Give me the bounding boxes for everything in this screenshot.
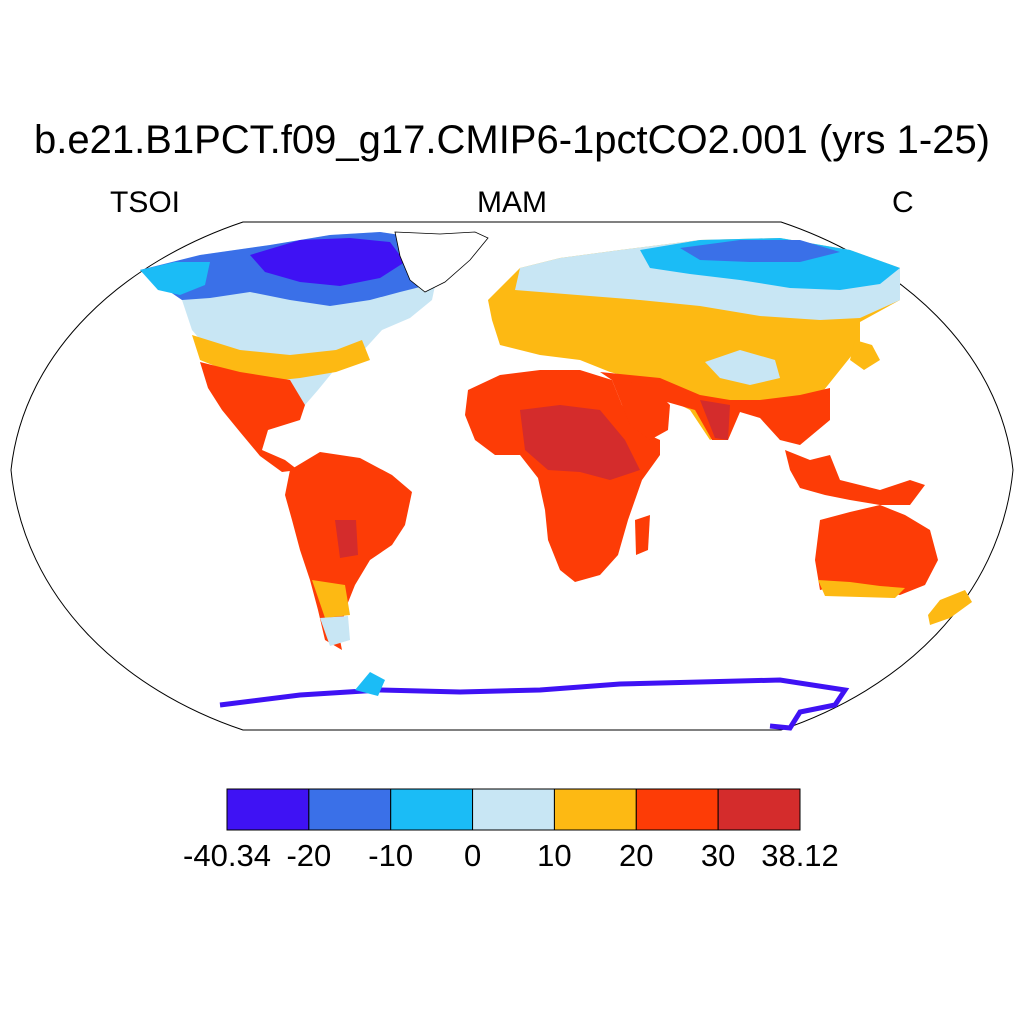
season-label: MAM [477,186,547,219]
colorbar-swatch [717,788,801,831]
colorbar-tick-label: -20 [286,838,332,873]
australia-region [815,505,938,595]
variable-label: TSOI [110,186,181,219]
colorbar-tick-label: -10 [368,838,414,873]
units-label: C [892,186,914,219]
colorbar-tick-label: 20 [619,838,654,873]
canada-arctic [250,238,405,286]
new-zealand [928,590,972,625]
japan [850,340,880,370]
arabia [612,380,670,440]
us-warm-band [192,335,370,382]
colorbar-tick-label: 38.12 [761,838,839,873]
tibet-cool [705,350,780,385]
colorbar-swatch [553,788,637,831]
africa-region [465,370,660,582]
patagonia-cool [320,616,350,646]
south-america-highland [335,520,358,558]
east-siberia-colder [680,240,840,262]
colorbar-tick-label: 30 [700,838,736,873]
colorbar-swatch [390,788,474,831]
colorbar-swatch [472,788,555,831]
australia-south [818,580,905,598]
madagascar [635,515,650,555]
colorbar-tick-label: 10 [537,838,572,873]
colorbar-tick-label: 0 [463,838,482,873]
colorbar-swatch [308,788,392,831]
greenland [394,231,489,293]
colorbar-swatch [226,788,310,831]
colorbar-tick-label: -40.34 [183,838,271,873]
colorbar-swatch [635,788,719,831]
maritime-asia [785,450,925,505]
mexico-central-america [200,362,305,472]
map-title: b.e21.B1PCT.f09_g17.CMIP6-1pctCO2.001 (y… [33,118,991,162]
africa-hot-core [520,405,640,480]
antarctica-peninsula [355,672,385,696]
india-hot [700,400,730,440]
patagonia-warm [312,580,350,618]
alaska [140,262,210,295]
